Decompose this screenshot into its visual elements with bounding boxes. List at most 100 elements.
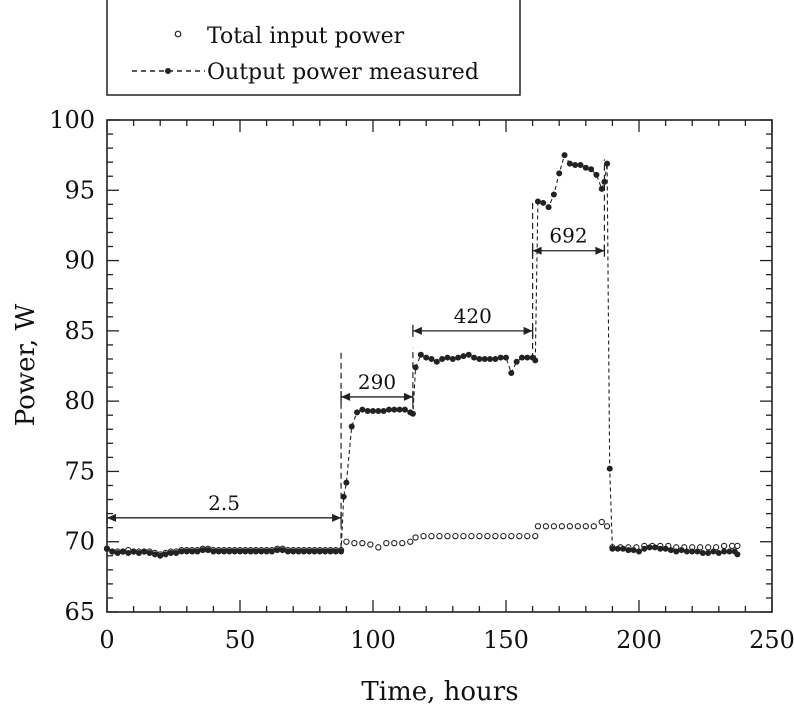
data-point xyxy=(119,548,126,555)
annotation-label: 692 xyxy=(549,224,587,248)
data-point xyxy=(606,465,613,472)
annotation-arrowhead-right xyxy=(595,246,605,255)
y-tick-label: 85 xyxy=(64,317,95,345)
y-tick-label: 65 xyxy=(64,598,95,626)
data-point xyxy=(598,185,605,192)
y-tick-label: 80 xyxy=(64,387,95,415)
data-point xyxy=(433,358,440,365)
data-point xyxy=(444,354,451,361)
data-point xyxy=(417,351,424,358)
data-point xyxy=(146,549,153,556)
data-point xyxy=(428,532,435,540)
data-point xyxy=(242,548,249,555)
data-point xyxy=(524,532,531,540)
data-point xyxy=(178,548,185,555)
data-point xyxy=(439,355,446,362)
data-point xyxy=(683,548,690,555)
data-point xyxy=(130,548,137,555)
data-point xyxy=(734,551,741,558)
annotation-arrowhead-left xyxy=(107,513,116,522)
data-point xyxy=(524,354,531,361)
data-point xyxy=(636,548,642,555)
data-point xyxy=(705,544,712,551)
data-point xyxy=(199,547,206,554)
data-point xyxy=(513,358,520,365)
data-point xyxy=(625,547,632,554)
data-point xyxy=(412,534,419,541)
data-point xyxy=(590,523,597,530)
data-point xyxy=(409,410,416,417)
data-point xyxy=(715,549,722,556)
data-point xyxy=(157,552,164,559)
data-point xyxy=(508,532,515,540)
data-point xyxy=(518,354,525,361)
data-point xyxy=(481,355,488,362)
data-point xyxy=(657,545,664,552)
data-point xyxy=(465,351,472,358)
data-point xyxy=(620,545,627,552)
data-point xyxy=(516,532,523,540)
annotations: 2.5 290 420 692 xyxy=(106,159,606,549)
data-point xyxy=(351,539,358,547)
data-point xyxy=(468,532,475,540)
data-point xyxy=(574,523,581,530)
data-point xyxy=(673,548,680,555)
data-point xyxy=(183,548,190,555)
data-point xyxy=(721,548,728,555)
data-point xyxy=(412,364,419,371)
series xyxy=(103,152,741,559)
data-point xyxy=(340,493,347,500)
data-point xyxy=(726,548,733,555)
data-point xyxy=(598,518,605,526)
data-point xyxy=(492,532,499,540)
data-point xyxy=(728,542,736,550)
data-point xyxy=(332,548,339,555)
data-point xyxy=(423,354,430,361)
data-point xyxy=(396,406,403,413)
data-point xyxy=(444,532,451,540)
annotation-arrowhead-left xyxy=(341,392,351,401)
data-point xyxy=(436,532,443,540)
axes: 0 50 100 150 200 250 65 70 75 80 85 90 95 100 xyxy=(49,106,794,654)
data-point xyxy=(428,355,435,362)
data-point xyxy=(556,170,563,177)
data-point xyxy=(407,538,414,545)
data-point xyxy=(215,548,222,555)
data-point xyxy=(322,548,329,555)
y-tick-label: 95 xyxy=(64,176,95,204)
y-tick-label: 90 xyxy=(64,247,95,275)
data-point xyxy=(614,545,621,552)
data-point xyxy=(316,548,323,555)
data-point xyxy=(167,549,174,556)
data-point xyxy=(231,548,238,555)
legend: Total input power Output power measured xyxy=(106,0,521,96)
data-point xyxy=(391,406,398,413)
data-point xyxy=(561,152,568,159)
data-point xyxy=(712,544,720,551)
plot-frame xyxy=(106,119,773,613)
data-point xyxy=(252,548,259,555)
duration-annotation: 290 xyxy=(340,370,414,403)
annotation-arrowhead-left xyxy=(412,326,422,335)
annotation-arrowhead-right xyxy=(403,392,413,401)
data-point xyxy=(476,532,483,540)
data-point xyxy=(609,545,616,552)
data-point xyxy=(534,523,542,530)
data-point xyxy=(258,548,265,555)
x-tick-label: 250 xyxy=(749,626,794,654)
data-point xyxy=(662,545,669,552)
data-point xyxy=(460,532,467,540)
data-point xyxy=(710,548,717,555)
data-point xyxy=(540,199,547,206)
data-point xyxy=(420,532,427,540)
data-point xyxy=(678,547,685,554)
data-point xyxy=(268,548,275,555)
x-tick-label: 150 xyxy=(483,626,529,654)
data-point xyxy=(151,551,158,558)
data-point xyxy=(399,539,406,547)
duration-annotation: 420 xyxy=(412,304,534,337)
data-point xyxy=(279,547,286,554)
data-point xyxy=(601,178,608,185)
data-point xyxy=(205,547,212,554)
data-point xyxy=(550,191,557,198)
